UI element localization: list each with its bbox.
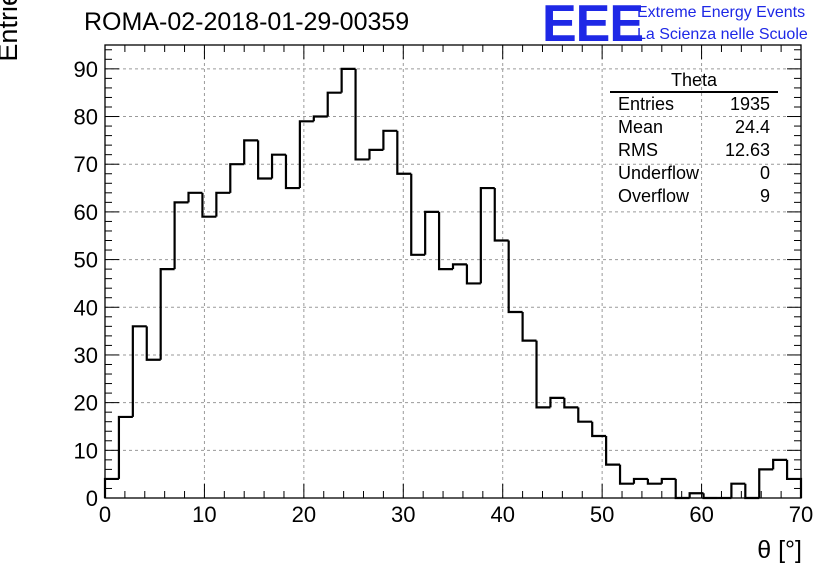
- y-axis-label: Entries/bin: [0, 0, 24, 112]
- histogram-bin: [312, 115, 328, 122]
- stats-value: 12.63: [724, 140, 770, 160]
- histogram-bin: [451, 263, 467, 270]
- histogram-bin: [410, 173, 426, 256]
- histogram-bin: [702, 493, 718, 500]
- stats-value: 0: [759, 163, 770, 183]
- histogram-bin: [772, 458, 788, 470]
- x-tick-label: 40: [490, 502, 514, 527]
- plot-frame: [104, 44, 802, 499]
- histogram-bin: [758, 468, 774, 498]
- histogram-bin: [618, 464, 634, 485]
- y-tick-label: 90: [74, 57, 98, 82]
- y-tick-label: 10: [74, 438, 98, 463]
- histogram-bin: [187, 191, 203, 203]
- histogram-bin: [117, 415, 133, 479]
- grid-lines: [105, 45, 801, 498]
- histogram-bin: [173, 201, 189, 270]
- histogram-bin: [326, 91, 342, 117]
- stats-label: RMS: [618, 140, 658, 160]
- stats-label: Overflow: [618, 186, 690, 206]
- eee-logo: EEE: [542, 0, 644, 53]
- y-tick-label: 40: [74, 295, 98, 320]
- stats-box: Theta Entries 1935 Mean 24.4 RMS 12.63 U…: [610, 70, 778, 208]
- x-tick-label: 50: [590, 502, 614, 527]
- logo-subtitle-1: Extreme Energy Events: [637, 4, 806, 21]
- axes: [104, 44, 802, 499]
- histogram-bin: [632, 477, 648, 484]
- stats-value: 9: [759, 186, 770, 206]
- histogram-bin: [131, 325, 147, 417]
- x-tick-label: 0: [99, 502, 111, 527]
- stats-row-mean: Mean 24.4: [610, 116, 778, 139]
- histogram-bin: [549, 396, 565, 408]
- stats-label: Mean: [618, 117, 664, 137]
- histogram-bin: [605, 436, 621, 466]
- stats-row-underflow: Underflow 0: [610, 162, 778, 185]
- x-axis-label: θ [°]: [757, 536, 802, 564]
- histogram-bin: [382, 129, 398, 150]
- histogram-bin: [284, 154, 300, 190]
- histogram-bin: [535, 340, 551, 409]
- histogram-bars: [103, 67, 803, 500]
- histogram-bin: [229, 163, 245, 193]
- x-tick-label: 30: [391, 502, 415, 527]
- stats-value: 1935: [729, 94, 770, 114]
- histogram-bin: [563, 397, 579, 409]
- histogram-bin: [507, 240, 523, 314]
- x-tick-label: 70: [789, 502, 813, 527]
- x-tick-label: 60: [689, 502, 713, 527]
- stats-label: Underflow: [618, 163, 700, 183]
- histogram-bin: [744, 483, 760, 500]
- histogram-bin: [688, 492, 704, 498]
- y-tick-label: 30: [74, 343, 98, 368]
- histogram-bin: [646, 478, 662, 485]
- histogram-bin: [243, 139, 259, 165]
- histogram-bin: [145, 326, 161, 361]
- histogram-bin: [257, 140, 273, 180]
- histogram-bin: [396, 130, 412, 175]
- y-tick-label: 70: [74, 152, 98, 177]
- stats-row-overflow: Overflow 9: [610, 185, 778, 208]
- stats-row-rms: RMS 12.63: [610, 139, 778, 162]
- stats-value: 24.4: [734, 117, 770, 137]
- x-tick-label: 20: [292, 502, 316, 527]
- stats-title: Theta: [610, 70, 778, 93]
- chart-title: ROMA-02-2018-01-29-00359: [84, 8, 410, 36]
- y-tick-label: 0: [86, 486, 98, 511]
- y-tick-label: 50: [74, 248, 98, 273]
- histogram-bin: [465, 264, 481, 285]
- y-tick-label: 80: [74, 105, 98, 130]
- histogram-bin: [215, 191, 231, 217]
- histogram-bin: [270, 153, 286, 179]
- stats-row-entries: Entries 1935: [610, 93, 778, 116]
- y-tick-label: 20: [74, 391, 98, 416]
- histogram-bin: [674, 478, 690, 500]
- histogram-bin: [201, 192, 217, 218]
- histogram-bin: [159, 268, 175, 360]
- histogram-bin: [354, 68, 370, 161]
- histogram-bin: [591, 421, 607, 438]
- histogram-bin: [298, 120, 314, 189]
- histogram-bin: [660, 477, 676, 484]
- x-tick-label: 10: [192, 502, 216, 527]
- histogram-bin: [424, 210, 440, 255]
- histogram-bin: [730, 482, 746, 498]
- stats-label: Entries: [618, 94, 675, 114]
- histogram-bin: [521, 312, 537, 342]
- y-tick-label: 60: [74, 200, 98, 225]
- histogram-bin: [479, 186, 495, 284]
- histogram-bin: [577, 407, 593, 423]
- histogram-bin: [340, 67, 356, 93]
- logo-subtitle-2: La Scienza nelle Scuole: [637, 26, 808, 43]
- histogram-bin: [493, 188, 509, 242]
- histogram-bin: [437, 211, 453, 271]
- histogram-bin: [368, 148, 384, 160]
